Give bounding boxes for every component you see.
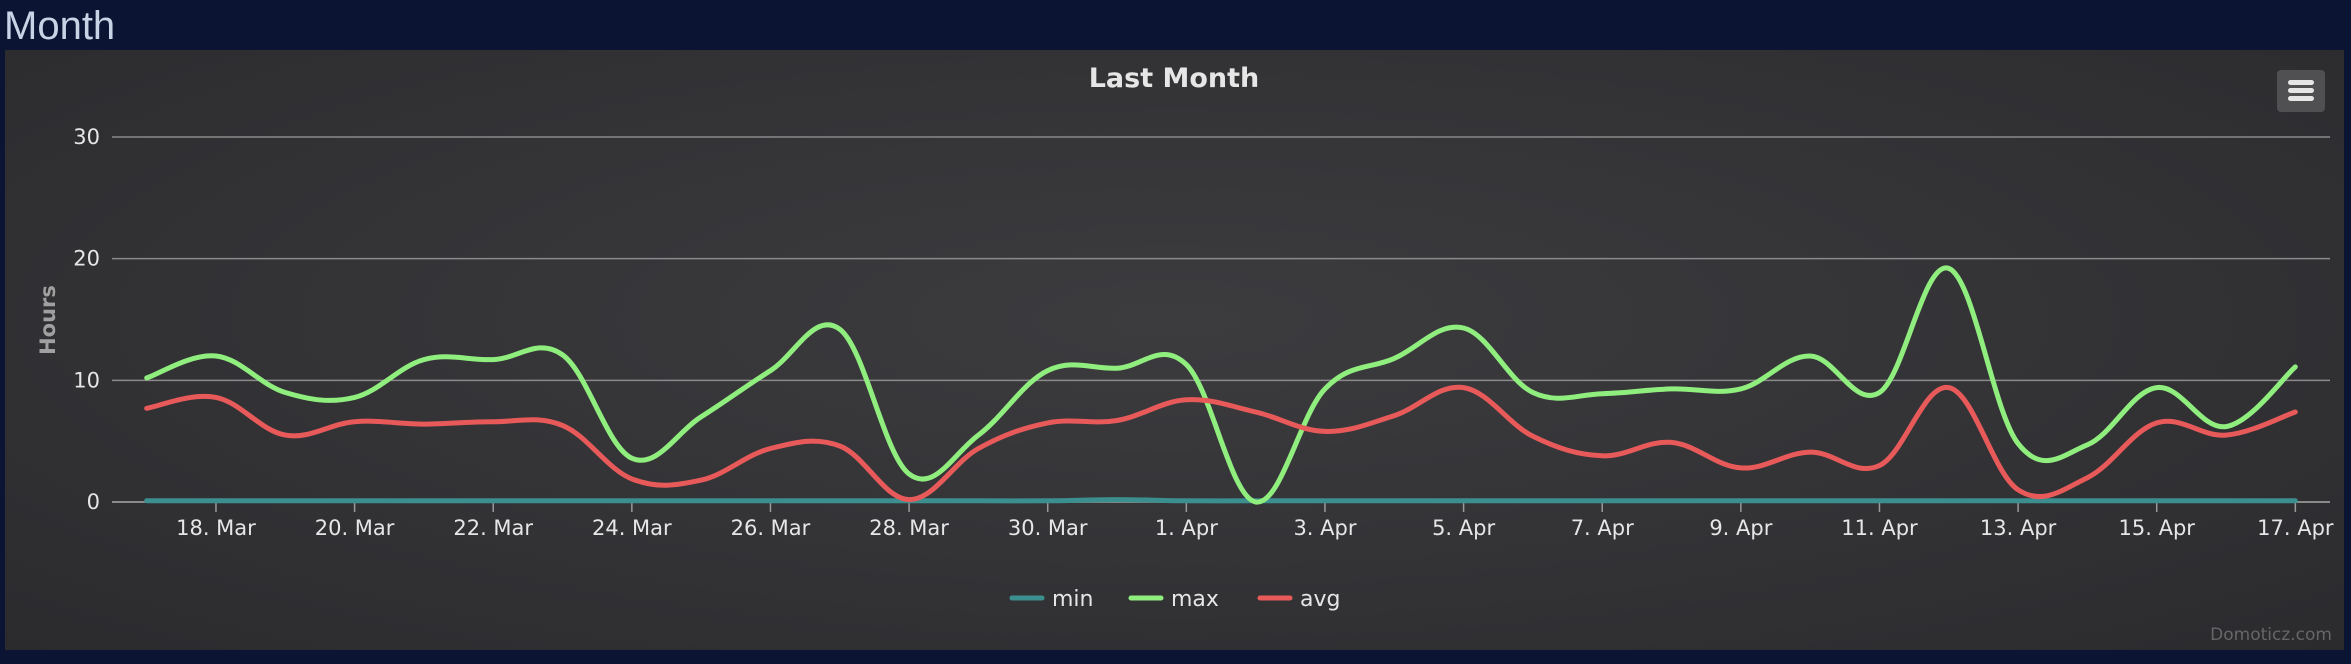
line-chart: Last Month Hours 0 10 20 30 18. Mar 20. Mar 2… xyxy=(36,63,2334,645)
section-title: Month xyxy=(4,4,116,48)
x-tick-label: 9. Apr xyxy=(1709,516,1772,540)
x-tick-label: 1. Apr xyxy=(1155,516,1218,540)
x-tick-label: 28. Mar xyxy=(869,516,949,540)
y-axis-title: Hours xyxy=(36,285,60,355)
series-line-min[interactable] xyxy=(144,497,2298,504)
x-tick-label: 18. Mar xyxy=(176,516,256,540)
x-tick-label: 22. Mar xyxy=(453,516,533,540)
y-tick-label: 0 xyxy=(87,490,100,514)
series-lines xyxy=(144,265,2298,505)
chart-title: Last Month xyxy=(1089,63,1260,94)
chart-panel: Last Month Hours 0 10 20 30 18. Mar 20. Mar 2… xyxy=(5,50,2344,650)
x-tick-label: 30. Mar xyxy=(1008,516,1088,540)
x-tick-label: 11. Apr xyxy=(1841,516,1918,540)
x-tick-label: 15. Apr xyxy=(2119,516,2196,540)
x-axis: 18. Mar 20. Mar 22. Mar 24. Mar 26. Mar 28. M… xyxy=(112,501,2334,540)
legend: min max avg xyxy=(1009,587,1340,612)
x-tick-label: 24. Mar xyxy=(592,516,672,540)
hamburger-menu-icon-bar xyxy=(2288,88,2314,93)
y-tick-label: 30 xyxy=(73,125,100,149)
y-tick-label: 20 xyxy=(73,247,100,271)
x-tick-label: 7. Apr xyxy=(1571,516,1634,540)
x-tick-label: 20. Mar xyxy=(315,516,395,540)
x-tick-label: 17. Apr xyxy=(2257,516,2334,540)
legend-item-avg[interactable]: avg xyxy=(1300,587,1340,612)
chart-menu-button[interactable] xyxy=(2277,70,2325,112)
series-line-max[interactable] xyxy=(144,265,2298,505)
y-axis-ticks: 0 10 20 30 xyxy=(73,125,100,514)
legend-item-max[interactable]: max xyxy=(1171,587,1219,612)
x-tick-label: 3. Apr xyxy=(1293,516,1356,540)
hamburger-menu-icon-bar xyxy=(2288,96,2314,101)
x-tick-label: 13. Apr xyxy=(1980,516,2057,540)
y-tick-label: 10 xyxy=(73,368,100,392)
credit-link[interactable]: Domoticz.com xyxy=(2210,625,2332,645)
hamburger-menu-icon-bar xyxy=(2288,80,2314,85)
x-tick-label: 26. Mar xyxy=(731,516,811,540)
legend-item-min[interactable]: min xyxy=(1052,587,1094,612)
x-tick-label: 5. Apr xyxy=(1432,516,1495,540)
series-line-avg[interactable] xyxy=(144,384,2298,503)
